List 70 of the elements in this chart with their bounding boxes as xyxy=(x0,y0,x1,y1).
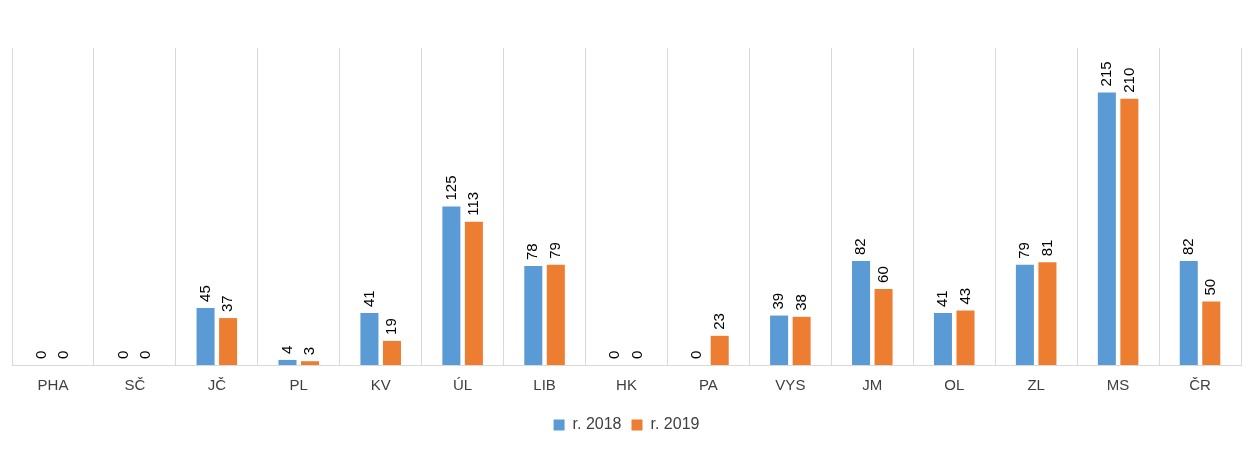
bar xyxy=(196,307,215,365)
data-label: 50 xyxy=(1201,278,1219,296)
x-tick-label: HK xyxy=(616,376,637,394)
data-label: 79 xyxy=(1015,242,1033,259)
bar xyxy=(278,359,297,365)
data-label: 0 xyxy=(113,350,131,359)
bar xyxy=(1202,301,1221,365)
bar xyxy=(933,313,952,365)
x-tick-label: KV xyxy=(370,376,391,394)
data-label: 60 xyxy=(873,266,891,283)
data-label: 0 xyxy=(136,350,154,359)
data-label: 38 xyxy=(791,294,809,311)
data-label: 215 xyxy=(1096,61,1114,87)
bar xyxy=(1038,262,1057,365)
data-label: 125 xyxy=(441,175,459,201)
data-label: 79 xyxy=(545,242,563,259)
data-label: 0 xyxy=(54,350,72,359)
bar xyxy=(524,266,543,365)
x-tick-label: SČ xyxy=(124,376,146,394)
data-label: 41 xyxy=(933,290,951,308)
bar xyxy=(956,310,975,365)
data-label: 81 xyxy=(1037,239,1055,257)
data-label: 41 xyxy=(359,290,377,308)
bar xyxy=(382,340,401,365)
bar xyxy=(442,206,461,365)
bar xyxy=(219,318,238,365)
x-tick-label: OL xyxy=(944,376,965,394)
bar xyxy=(464,221,483,365)
x-tick-label: PHA xyxy=(37,376,69,394)
data-label: 4 xyxy=(277,345,295,354)
data-label: 37 xyxy=(218,295,236,313)
legend-label: r. 2019 xyxy=(650,415,700,433)
data-label: 0 xyxy=(605,350,623,359)
data-label: 78 xyxy=(523,243,541,261)
data-label: 82 xyxy=(1178,238,1196,256)
data-label: 19 xyxy=(382,318,400,335)
data-label: 210 xyxy=(1119,67,1137,93)
bar xyxy=(360,313,379,365)
x-tick-label: JM xyxy=(862,376,883,394)
bar xyxy=(770,315,789,365)
data-label: 0 xyxy=(687,350,705,359)
x-tick-label: VYS xyxy=(775,376,806,394)
data-label: 43 xyxy=(955,287,973,305)
x-tick-label: LIB xyxy=(533,376,556,394)
bar xyxy=(792,316,811,365)
x-tick-label: ZL xyxy=(1027,376,1045,394)
bar xyxy=(710,335,729,365)
data-label: 0 xyxy=(627,350,645,359)
data-label: 113 xyxy=(464,191,482,216)
bar xyxy=(852,261,871,365)
legend-label: r. 2018 xyxy=(572,415,622,433)
bar xyxy=(1097,92,1116,365)
bar xyxy=(301,361,320,365)
bar xyxy=(1179,261,1198,365)
bar xyxy=(546,264,565,365)
x-tick-label: PA xyxy=(698,376,718,394)
data-label: 82 xyxy=(851,238,869,256)
x-tick-label: ÚL xyxy=(453,376,473,394)
data-label: 23 xyxy=(709,313,727,330)
x-tick-label: MS xyxy=(1106,376,1130,394)
bar xyxy=(1120,98,1139,365)
x-tick-label: ČR xyxy=(1189,376,1212,394)
data-label: 0 xyxy=(31,350,49,359)
bar xyxy=(874,288,893,365)
data-label: 39 xyxy=(769,292,787,310)
x-tick-label: JČ xyxy=(207,376,227,394)
bar xyxy=(1015,264,1034,365)
data-label: 3 xyxy=(300,346,318,356)
x-tick-label: PL xyxy=(289,376,308,394)
data-label: 45 xyxy=(195,285,213,302)
